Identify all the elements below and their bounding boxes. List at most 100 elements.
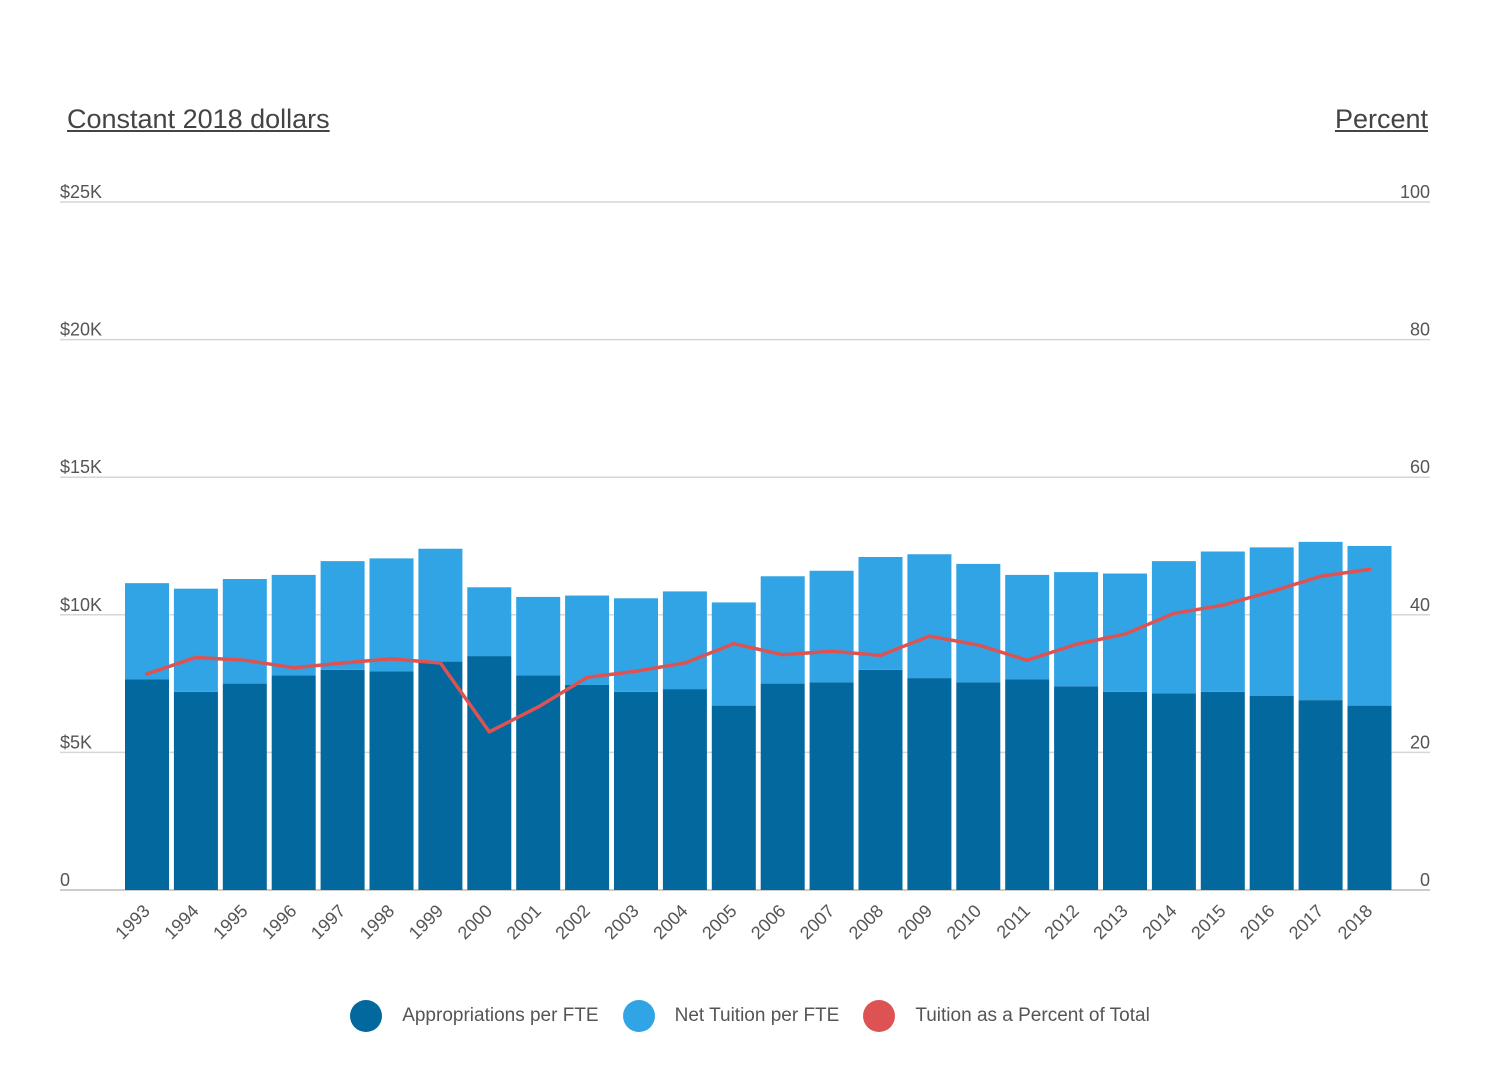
bar-appropriations: [1054, 686, 1099, 890]
bar-net-tuition: [222, 579, 267, 684]
line-point: [927, 634, 932, 638]
bar-net-tuition: [1200, 551, 1245, 692]
bar-appropriations: [369, 671, 414, 890]
x-tick-label: 1993: [111, 901, 153, 943]
line-point: [585, 675, 589, 680]
bar-net-tuition: [1151, 561, 1196, 694]
x-tick-label: 1997: [307, 901, 349, 943]
legend-item-net-tuition: Net Tuition per FTE: [622, 1000, 840, 1032]
line-point: [438, 661, 443, 665]
left-tick-label: 0: [60, 870, 70, 890]
right-tick-label: 20: [1410, 732, 1430, 752]
x-tick-label: 2005: [698, 901, 740, 943]
bar-appropriations: [907, 678, 952, 890]
left-tick-label: $5K: [60, 732, 92, 752]
x-tick-label: 2013: [1089, 901, 1131, 943]
line-point: [1123, 632, 1127, 636]
line-point: [780, 652, 785, 657]
line-point: [1367, 567, 1372, 572]
legend-swatch-net-tuition: [622, 1000, 655, 1032]
line-point: [340, 661, 345, 665]
x-tick-label: 1999: [405, 901, 447, 943]
x-tick-label: 2008: [845, 901, 887, 943]
bar-appropriations: [1005, 679, 1050, 890]
bar-appropriations: [662, 689, 707, 890]
left-tick-label: $25K: [60, 182, 102, 202]
x-tick-label: 2003: [600, 901, 642, 943]
bar-net-tuition: [956, 563, 1001, 683]
x-tick-label: 2009: [894, 901, 936, 943]
bar-appropriations: [516, 675, 561, 890]
bar-net-tuition: [907, 554, 952, 679]
x-tick-label: 2018: [1334, 901, 1376, 943]
x-tick-label: 1995: [209, 901, 251, 943]
bar-appropriations: [418, 661, 463, 890]
left-axis-ticks: 0 $5K $10K $15K $20K $25K: [60, 182, 102, 890]
bar-appropriations: [1200, 691, 1245, 890]
bar-net-tuition: [1054, 572, 1099, 687]
line-point: [487, 729, 492, 734]
bar-net-tuition: [516, 596, 561, 676]
legend-swatch-tuition-percent: [863, 1000, 896, 1032]
legend-label-tuition-percent: Tuition as a Percent of Total: [915, 1005, 1150, 1026]
x-tick-label: 2001: [503, 901, 545, 943]
line-point: [194, 655, 198, 660]
legend: Appropriations per FTE Net Tuition per F…: [0, 1000, 1500, 1032]
bar-appropriations: [760, 683, 805, 890]
bar-net-tuition: [320, 561, 365, 670]
bar-net-tuition: [173, 588, 218, 692]
line-point: [1269, 589, 1274, 594]
x-tick-label: 2002: [551, 901, 593, 943]
x-tick-label: 1994: [160, 901, 202, 943]
bar-appropriations: [1347, 705, 1392, 890]
line-point: [1221, 603, 1225, 607]
bar-net-tuition: [271, 574, 316, 676]
line-point: [145, 672, 149, 676]
line-point: [878, 653, 883, 658]
bar-net-tuition: [369, 558, 414, 672]
bar-appropriations: [1151, 693, 1196, 890]
x-tick-label: 2014: [1138, 901, 1180, 943]
line-point: [1074, 642, 1078, 647]
x-tick-label: 2015: [1187, 901, 1229, 943]
right-tick-label: 40: [1410, 595, 1430, 615]
x-tick-label: 2016: [1236, 901, 1278, 943]
line-point: [1025, 658, 1029, 663]
line-point: [1172, 611, 1176, 616]
x-tick-label: 2000: [454, 901, 496, 943]
x-tick-label: 2006: [747, 901, 789, 943]
right-tick-label: 100: [1400, 182, 1430, 202]
percent-line-series: [145, 567, 1372, 734]
legend-item-appropriations: Appropriations per FTE: [350, 1000, 599, 1032]
line-tuition-percent: [145, 567, 1372, 734]
legend-swatch-appropriations: [350, 1000, 383, 1032]
bar-net-tuition: [1249, 547, 1294, 696]
bar-net-tuition: [1005, 574, 1050, 680]
bar-appropriations: [1249, 695, 1294, 890]
bar-net-tuition: [614, 598, 658, 692]
bar-appropriations: [125, 679, 169, 890]
legend-label-net-tuition: Net Tuition per FTE: [674, 1005, 840, 1026]
x-tick-label: 2010: [943, 901, 985, 943]
bar-net-tuition: [565, 595, 610, 685]
right-tick-label: 0: [1420, 870, 1430, 890]
bar-appropriations: [271, 675, 316, 890]
x-tick-label: 2007: [796, 901, 838, 943]
left-tick-label: $15K: [60, 457, 102, 477]
line-point: [976, 643, 981, 647]
x-tick-label: 1996: [258, 901, 300, 943]
bar-net-tuition: [418, 548, 463, 662]
bar-net-tuition: [760, 576, 805, 684]
bar-appropriations: [467, 656, 512, 890]
bar-appropriations: [614, 691, 658, 890]
right-axis-title: Percent: [1334, 104, 1428, 134]
x-tick-label: 2004: [649, 901, 691, 943]
bar-appropriations: [956, 682, 1001, 890]
bar-appropriations: [809, 682, 854, 890]
bar-appropriations: [1103, 691, 1147, 890]
bar-net-tuition: [467, 587, 512, 657]
bar-net-tuition: [125, 583, 169, 680]
line-point: [634, 669, 638, 674]
x-tick-label: 2017: [1285, 901, 1327, 943]
bar-net-tuition: [662, 591, 707, 690]
